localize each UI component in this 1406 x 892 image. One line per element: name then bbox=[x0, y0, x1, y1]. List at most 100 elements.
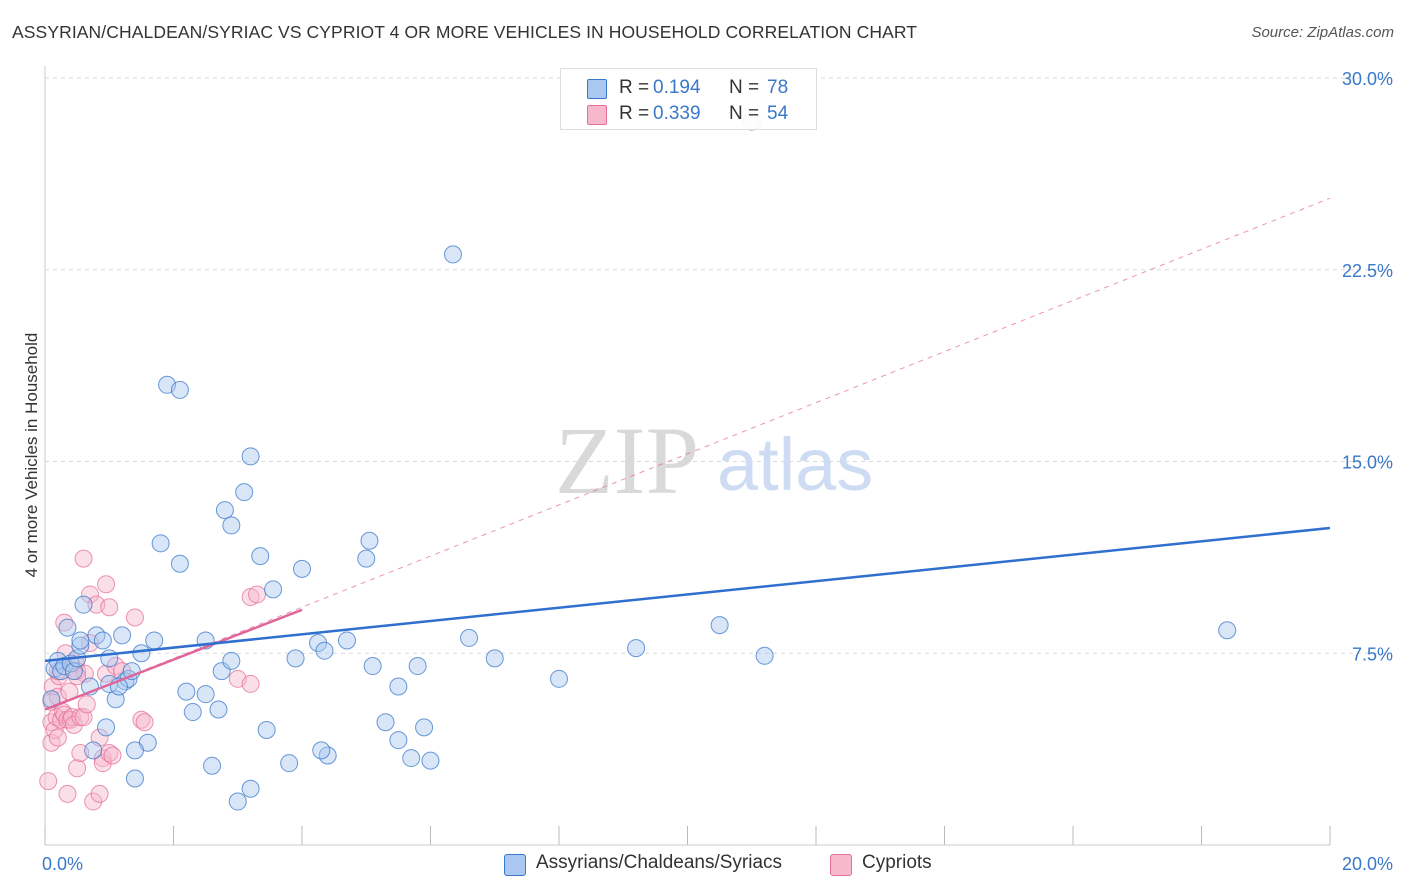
data-point bbox=[74, 595, 93, 614]
data-point bbox=[550, 669, 568, 688]
data-point bbox=[312, 741, 331, 760]
trend-lines bbox=[44, 197, 1331, 711]
data-point bbox=[235, 483, 254, 502]
data-point bbox=[71, 636, 90, 655]
data-point bbox=[222, 651, 241, 670]
data-point bbox=[209, 700, 228, 719]
data-point bbox=[360, 531, 379, 550]
data-point bbox=[293, 559, 311, 578]
legend-swatch-pink bbox=[830, 854, 852, 876]
cypriots-trend-extended bbox=[44, 197, 1331, 710]
data-point bbox=[103, 746, 122, 765]
data-point bbox=[251, 547, 270, 566]
data-point bbox=[135, 713, 154, 732]
data-point bbox=[125, 769, 144, 788]
data-point bbox=[408, 657, 427, 676]
data-point bbox=[58, 784, 77, 803]
data-point bbox=[264, 580, 283, 599]
data-point bbox=[80, 585, 99, 604]
data-point bbox=[389, 731, 408, 750]
data-point bbox=[228, 792, 247, 811]
legend-swatch-blue bbox=[504, 854, 526, 876]
legend-label: Assyrians/Chaldeans/Syriacs bbox=[536, 852, 783, 873]
data-point bbox=[84, 741, 103, 760]
cypriots-points bbox=[39, 549, 267, 811]
axes bbox=[44, 66, 1331, 846]
data-point bbox=[52, 662, 71, 681]
y-tick-label: 22.5% bbox=[1342, 261, 1393, 281]
legend-r-label: R = bbox=[619, 77, 650, 98]
data-point bbox=[315, 641, 334, 660]
data-point bbox=[357, 549, 376, 568]
data-point bbox=[97, 664, 116, 683]
data-point bbox=[337, 631, 356, 650]
data-point bbox=[132, 710, 151, 729]
data-point bbox=[627, 639, 646, 658]
data-point bbox=[48, 728, 67, 747]
data-point bbox=[77, 695, 96, 714]
legend-n-value: 54 bbox=[767, 103, 789, 124]
data-point bbox=[132, 644, 151, 663]
data-point bbox=[151, 534, 170, 553]
data-point bbox=[280, 754, 299, 773]
legend-n-label: N = bbox=[729, 77, 760, 98]
data-point bbox=[755, 646, 774, 665]
data-point bbox=[1218, 621, 1237, 640]
data-point bbox=[58, 618, 77, 637]
data-point bbox=[93, 631, 112, 650]
x-tick-label: 20.0% bbox=[1342, 854, 1393, 874]
chart-title: ASSYRIAN/CHALDEAN/SYRIAC VS CYPRIOT 4 OR… bbox=[12, 22, 918, 42]
x-tick-label: 0.0% bbox=[42, 854, 83, 874]
data-point bbox=[74, 549, 93, 568]
data-point bbox=[376, 713, 395, 732]
data-point bbox=[170, 380, 189, 399]
data-point bbox=[222, 516, 241, 535]
data-point bbox=[241, 779, 260, 798]
data-point bbox=[215, 501, 234, 520]
data-point bbox=[84, 792, 103, 811]
data-point bbox=[145, 631, 164, 650]
correlation-legend: R = 0.194 N = 78 R = 0.339 N = 54 bbox=[560, 68, 817, 130]
data-point bbox=[71, 631, 90, 650]
y-tick-label: 7.5% bbox=[1352, 644, 1393, 664]
data-point bbox=[177, 682, 196, 701]
data-point bbox=[286, 649, 305, 668]
data-point bbox=[402, 749, 421, 768]
data-point bbox=[710, 616, 729, 635]
data-point bbox=[241, 674, 260, 693]
data-point bbox=[113, 626, 132, 645]
data-point bbox=[203, 756, 222, 775]
data-point bbox=[90, 784, 109, 803]
legend-r-label: R = bbox=[619, 103, 650, 124]
data-point bbox=[97, 575, 116, 594]
legend-swatch-pink bbox=[587, 105, 607, 125]
grid-lines bbox=[45, 77, 1392, 654]
legend-label: Cypriots bbox=[862, 852, 932, 873]
data-point bbox=[125, 608, 144, 627]
data-point bbox=[196, 685, 215, 704]
cypriots-trend-line bbox=[44, 608, 303, 711]
watermark-zip: ZIP bbox=[555, 407, 699, 514]
watermark: ZIP atlas bbox=[555, 407, 873, 514]
data-point bbox=[415, 718, 434, 737]
data-point bbox=[309, 634, 328, 653]
data-point bbox=[64, 715, 83, 734]
data-point bbox=[39, 772, 58, 791]
source-label: Source: ZipAtlas.com bbox=[1251, 24, 1394, 41]
data-point bbox=[389, 677, 408, 696]
tick-labels: 7.5% 15.0% 22.5% 30.0% 0.0% 20.0% bbox=[42, 69, 1393, 874]
data-point bbox=[421, 751, 440, 770]
data-point bbox=[55, 613, 74, 632]
y-tick-label: 15.0% bbox=[1342, 453, 1393, 473]
data-point bbox=[363, 657, 382, 676]
data-point bbox=[93, 754, 112, 773]
data-point bbox=[170, 554, 189, 573]
legend-n-value: 78 bbox=[767, 77, 789, 98]
data-point bbox=[100, 743, 119, 762]
data-point bbox=[97, 718, 116, 737]
watermark-atlas: atlas bbox=[717, 423, 873, 506]
data-point bbox=[443, 245, 462, 264]
data-point bbox=[248, 585, 267, 604]
data-point bbox=[241, 447, 260, 466]
data-point bbox=[257, 720, 276, 739]
